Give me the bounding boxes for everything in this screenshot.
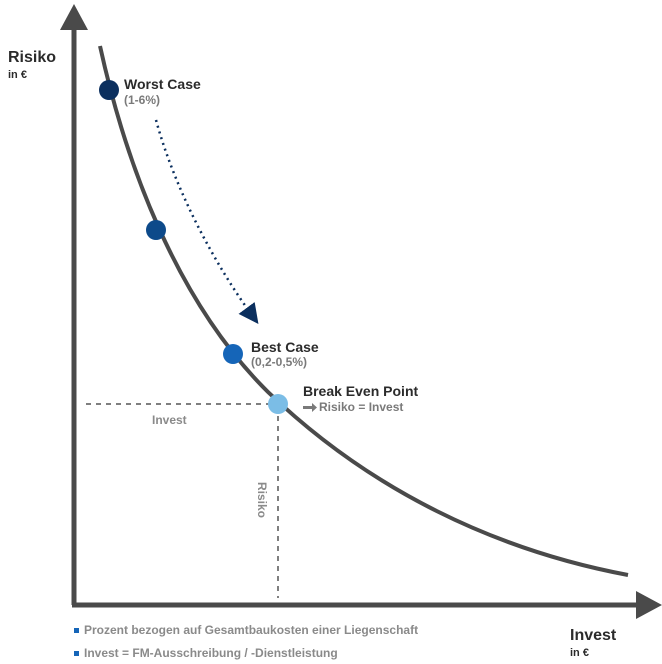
y-axis-title: Risiko (8, 49, 56, 66)
right-arrow-icon (303, 403, 317, 412)
trend-arrow (154, 119, 259, 325)
horizontal-guide-label: Invest (152, 413, 187, 427)
legend-bullet-icon (74, 628, 79, 633)
best-case-point (223, 344, 243, 364)
y-axis-arrow-icon (60, 4, 88, 30)
break-even-point (268, 394, 288, 414)
best-case-title: Best Case (251, 339, 319, 355)
break-even-title: Break Even Point (303, 383, 418, 399)
worst-case-title: Worst Case (124, 76, 201, 92)
middle-point (146, 220, 166, 240)
x-axis-arrow-icon (636, 591, 662, 619)
vertical-guide-label: Risiko (255, 482, 269, 518)
break-even-formula: Risiko = Invest (319, 400, 403, 414)
legend-item: Prozent bezogen auf Gesamtbaukosten eine… (84, 623, 418, 637)
worst-case-point (99, 80, 119, 100)
worst-case-range: (1-6%) (124, 93, 160, 107)
legend-item: Invest = FM-Ausschreibung / -Dienstleist… (84, 646, 338, 660)
legend-bullet-icon (74, 651, 79, 656)
x-axis-title: Invest (570, 627, 617, 644)
x-axis-unit: in € (570, 647, 589, 659)
y-axis-unit: in € (8, 69, 27, 81)
risk-invest-curve (98, 45, 629, 577)
best-case-range: (0,2-0,5%) (251, 355, 307, 369)
